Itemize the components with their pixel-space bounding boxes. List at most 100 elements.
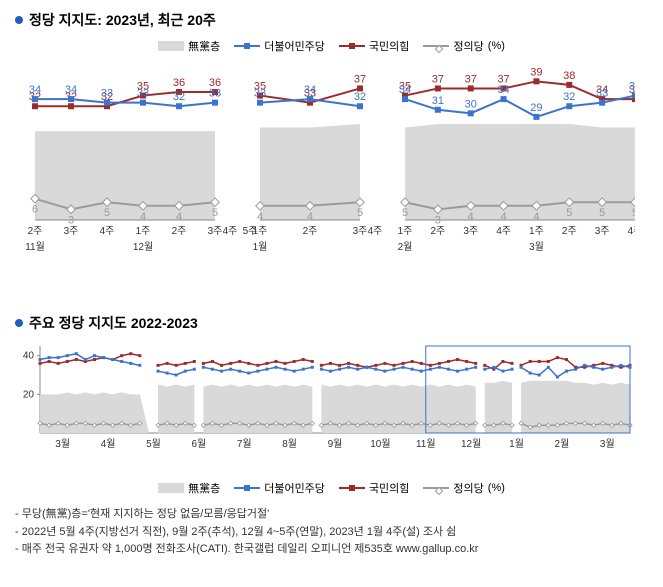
svg-text:3주: 3주 xyxy=(208,226,223,237)
svg-text:39: 39 xyxy=(530,66,542,78)
svg-text:2주: 2주 xyxy=(303,226,318,237)
svg-text:30: 30 xyxy=(465,98,477,110)
svg-text:5: 5 xyxy=(104,207,110,219)
svg-text:34: 34 xyxy=(65,84,77,96)
bullet-icon xyxy=(15,16,23,24)
svg-text:1월: 1월 xyxy=(253,241,268,253)
svg-text:11월: 11월 xyxy=(25,241,45,253)
svg-text:34: 34 xyxy=(304,84,316,96)
diamond-marker-icon xyxy=(435,45,443,53)
square-marker-icon xyxy=(244,485,250,491)
legend-jp-label: 정의당 xyxy=(453,38,483,54)
footnote: 매주 전국 유권자 약 1,000명 전화조사(CATI). 한국갤럽 데일리 … xyxy=(15,541,648,559)
diamond-marker-icon xyxy=(435,487,443,495)
svg-text:9월: 9월 xyxy=(328,438,343,450)
svg-text:10월: 10월 xyxy=(370,438,390,450)
svg-text:32: 32 xyxy=(563,91,575,103)
svg-text:3: 3 xyxy=(68,214,74,226)
svg-text:7월: 7월 xyxy=(237,438,252,450)
svg-text:5: 5 xyxy=(599,207,605,219)
chart1: 6354453232323536363434333332332주3주4주1주2주… xyxy=(15,60,635,290)
legend-ppp-label: 국민의힘 xyxy=(369,38,409,54)
legend-top: 無黨층 더불어민주당 국민의힘 정의당 (%) xyxy=(15,38,648,54)
svg-text:2주: 2주 xyxy=(562,226,577,237)
svg-text:3: 3 xyxy=(435,214,441,226)
svg-text:4주: 4주 xyxy=(628,226,635,237)
svg-text:5: 5 xyxy=(402,207,408,219)
legend-jp: 정의당 (%) xyxy=(423,480,504,496)
legend-dp-label: 더불어민주당 xyxy=(264,38,325,54)
svg-text:37: 37 xyxy=(465,73,477,85)
svg-text:1주: 1주 xyxy=(529,226,544,237)
svg-text:2주: 2주 xyxy=(28,226,43,237)
legend-ppp-label: 국민의힘 xyxy=(369,480,409,496)
legend-dp-label: 더불어민주당 xyxy=(264,480,325,496)
footnote: 무당(無黨)층='현재 지지하는 정당 없음/모름/응답거절' xyxy=(15,506,648,524)
section2-title-text: 주요 정당 지지도 2022-2023 xyxy=(29,313,198,333)
svg-text:35: 35 xyxy=(629,81,635,93)
legend-bottom: 無黨층 더불어민주당 국민의힘 정의당 (%) xyxy=(15,480,648,496)
footnotes: 무당(無黨)층='현재 지지하는 정당 없음/모름/응답거절' 2022년 5월… xyxy=(15,506,648,559)
svg-text:1월: 1월 xyxy=(509,438,524,450)
svg-text:12월: 12월 xyxy=(133,241,153,253)
svg-text:37: 37 xyxy=(432,73,444,85)
svg-text:2주: 2주 xyxy=(430,226,445,237)
legend-pct: (%) xyxy=(488,40,505,52)
svg-text:29: 29 xyxy=(530,102,542,114)
svg-text:4: 4 xyxy=(468,211,474,223)
svg-text:12월: 12월 xyxy=(461,438,481,450)
svg-text:3주: 3주 xyxy=(463,226,478,237)
legend-none-label: 無黨층 xyxy=(188,480,220,496)
chart1-wrap: 6354453232323536363434333332332주3주4주1주2주… xyxy=(15,60,648,295)
svg-text:4: 4 xyxy=(307,211,313,223)
legend-dp-line xyxy=(234,45,260,47)
svg-text:6월: 6월 xyxy=(191,438,206,450)
svg-text:5: 5 xyxy=(212,207,218,219)
bullet-icon xyxy=(15,319,23,327)
svg-text:4주: 4주 xyxy=(223,226,238,237)
svg-text:3월: 3월 xyxy=(600,438,615,450)
square-marker-icon xyxy=(349,43,355,49)
svg-text:33: 33 xyxy=(137,88,149,100)
legend-none-label: 無黨층 xyxy=(188,38,220,54)
svg-text:4주: 4주 xyxy=(496,226,511,237)
svg-text:4월: 4월 xyxy=(101,438,116,450)
svg-text:3주: 3주 xyxy=(64,226,79,237)
svg-text:2월: 2월 xyxy=(398,241,413,253)
svg-text:32: 32 xyxy=(173,91,185,103)
svg-text:40: 40 xyxy=(23,351,35,362)
svg-text:5: 5 xyxy=(566,207,572,219)
svg-text:4: 4 xyxy=(176,211,182,223)
legend-none: 無黨층 xyxy=(158,480,220,496)
legend-none-swatch xyxy=(158,41,184,51)
svg-text:34: 34 xyxy=(497,84,509,96)
svg-text:4주: 4주 xyxy=(368,226,383,237)
svg-text:1주: 1주 xyxy=(398,226,413,237)
svg-text:3주: 3주 xyxy=(353,226,368,237)
legend-ppp-line xyxy=(339,487,365,489)
svg-text:3주: 3주 xyxy=(595,226,610,237)
legend-jp: 정의당 (%) xyxy=(423,38,504,54)
svg-text:4: 4 xyxy=(140,211,146,223)
svg-text:5: 5 xyxy=(357,207,363,219)
legend-pct: (%) xyxy=(488,482,505,494)
svg-text:6: 6 xyxy=(32,204,38,216)
svg-text:36: 36 xyxy=(173,77,185,89)
legend-dp: 더불어민주당 xyxy=(234,480,325,496)
svg-text:33: 33 xyxy=(596,88,608,100)
svg-text:33: 33 xyxy=(101,88,113,100)
svg-text:20: 20 xyxy=(23,389,35,400)
legend-dp: 더불어민주당 xyxy=(234,38,325,54)
svg-text:31: 31 xyxy=(432,95,444,107)
svg-text:4: 4 xyxy=(533,211,539,223)
legend-none: 無黨층 xyxy=(158,38,220,54)
svg-text:5주: 5주 xyxy=(243,226,258,237)
svg-text:8월: 8월 xyxy=(282,438,297,450)
legend-ppp-line xyxy=(339,45,365,47)
chart2: 20403월4월5월6월7월8월9월10월11월12월1월2월3월 xyxy=(15,341,635,471)
svg-text:4: 4 xyxy=(257,211,263,223)
svg-text:33: 33 xyxy=(254,88,266,100)
legend-ppp: 국민의힘 xyxy=(339,38,409,54)
square-marker-icon xyxy=(349,485,355,491)
section1-title: 정당 지지도: 2023년, 최근 20주 xyxy=(15,10,648,30)
